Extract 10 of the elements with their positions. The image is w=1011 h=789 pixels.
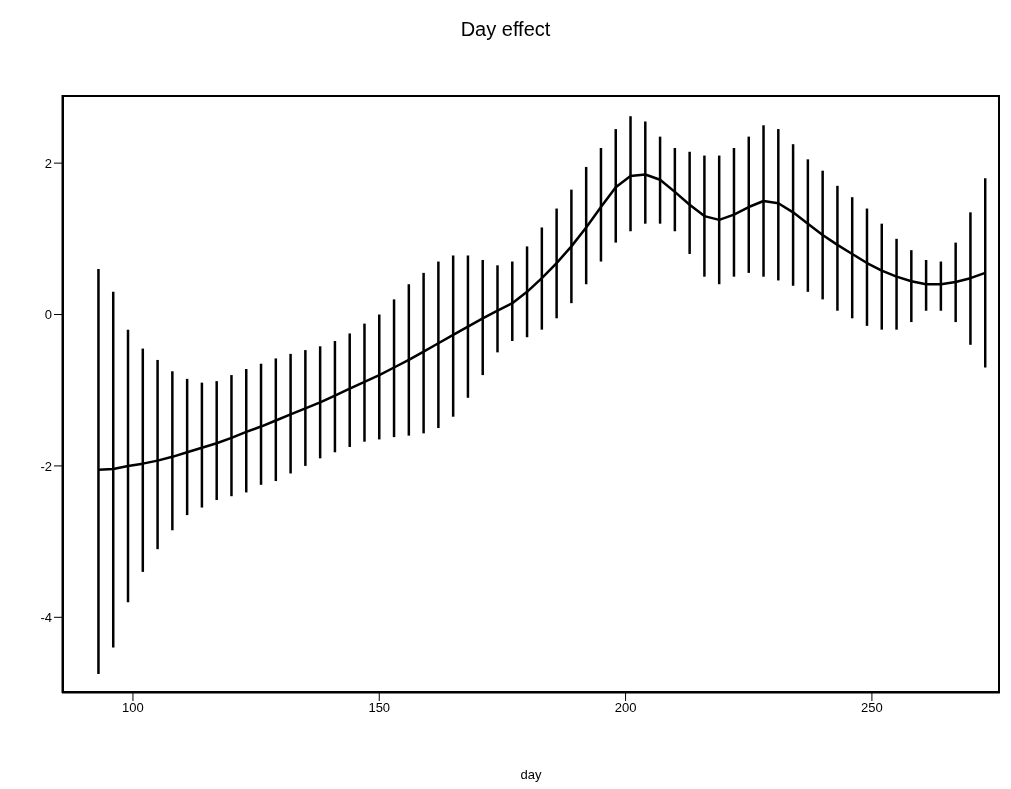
x-tick-label: 150 [368, 700, 391, 716]
x-tick-label: 100 [122, 700, 144, 716]
y-tick-label: 2 [44, 155, 52, 171]
x-axis-title: day [520, 767, 542, 782]
y-tick-label: -4 [40, 609, 52, 625]
chart-title: Day effect [459, 18, 552, 41]
y-tick-label: -2 [40, 458, 52, 474]
x-tick-label: 250 [861, 700, 883, 716]
y-tick-label: 0 [44, 307, 52, 323]
x-tick-label: 200 [614, 700, 637, 716]
